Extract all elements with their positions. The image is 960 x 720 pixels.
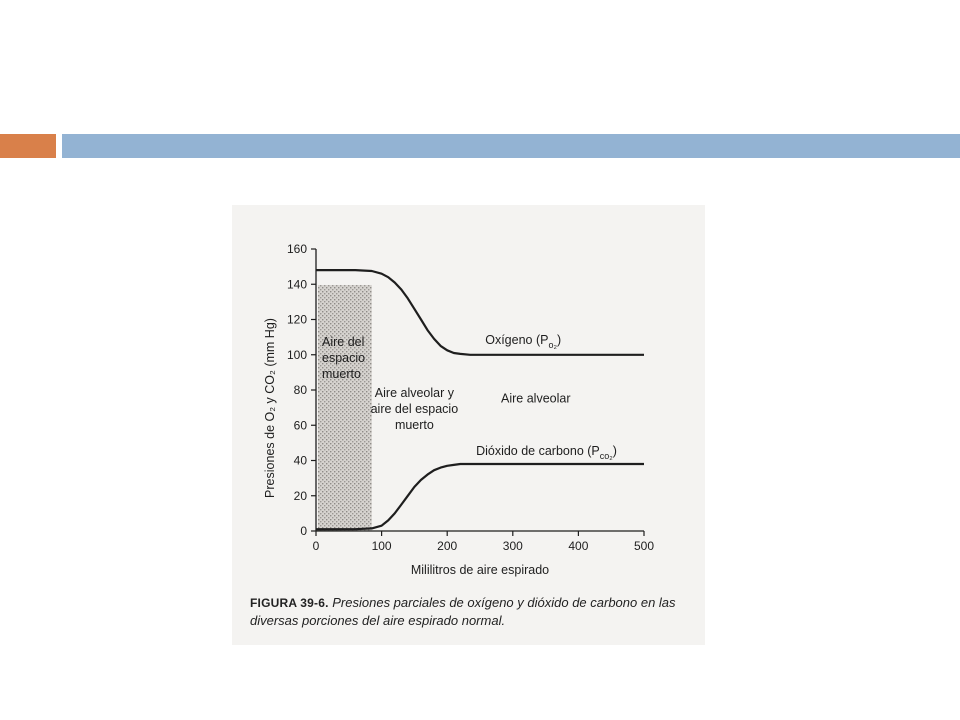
figure-caption: FIGURA 39-6. Presiones parciales de oxíg…	[250, 594, 690, 629]
y-tick-label: 120	[287, 313, 307, 327]
y-tick-label: 20	[294, 489, 308, 503]
x-tick-label: 300	[503, 539, 523, 553]
scanned-figure-background	[232, 205, 705, 645]
y-tick-label: 160	[287, 242, 307, 256]
x-tick-label: 0	[313, 539, 320, 553]
y-axis-title: Presiones de O₂ y CO₂ (mm Hg)	[263, 318, 277, 498]
alveolar-air-annotation: Aire alveolar	[501, 391, 570, 405]
oxygen-series-label: Oxígeno (Po₂)	[485, 333, 561, 350]
x-tick-label: 500	[634, 539, 654, 553]
y-tick-label: 0	[300, 524, 307, 538]
partial-pressure-chart: 0 100 200 300 400 500 0 20 40 60 80 100 120 140 160 Mi…	[263, 242, 654, 577]
dead-space-label: muerto	[322, 367, 361, 381]
x-tick-label: 400	[568, 539, 588, 553]
y-tick-label: 100	[287, 348, 307, 362]
dead-space-label: Aire del	[322, 335, 364, 349]
dead-space-shading	[318, 285, 372, 531]
caption-text: Presiones parciales de oxígeno y dióxido…	[250, 595, 676, 628]
mixed-air-annotation: aire del espacio	[371, 402, 459, 416]
dead-space-label: espacio	[322, 351, 365, 365]
chart-labels: Mililitros de aire espirado Presiones de …	[263, 318, 617, 577]
x-tick-label: 100	[372, 539, 392, 553]
x-tick-label: 200	[437, 539, 457, 553]
co2-series-line	[315, 462, 644, 531]
accent-bar-orange	[0, 134, 56, 158]
chart-series	[315, 269, 644, 531]
caption-label: FIGURA 39-6.	[250, 596, 329, 610]
y-tick-label: 140	[287, 277, 307, 291]
oxygen-series-line	[315, 269, 644, 356]
mixed-air-annotation: Aire alveolar y	[375, 386, 455, 400]
y-tick-label: 80	[294, 383, 308, 397]
chart-axes: 0 100 200 300 400 500 0 20 40 60 80 100 120 140 160	[287, 242, 654, 553]
mixed-air-annotation: muerto	[395, 418, 434, 432]
dead-space-region	[318, 285, 372, 531]
y-tick-label: 60	[294, 418, 308, 432]
co2-series-label: Dióxido de carbono (Pco₂)	[476, 444, 617, 461]
accent-bar-blue	[62, 134, 960, 158]
x-axis-title: Mililitros de aire espirado	[411, 563, 549, 577]
y-tick-label: 40	[294, 454, 308, 468]
